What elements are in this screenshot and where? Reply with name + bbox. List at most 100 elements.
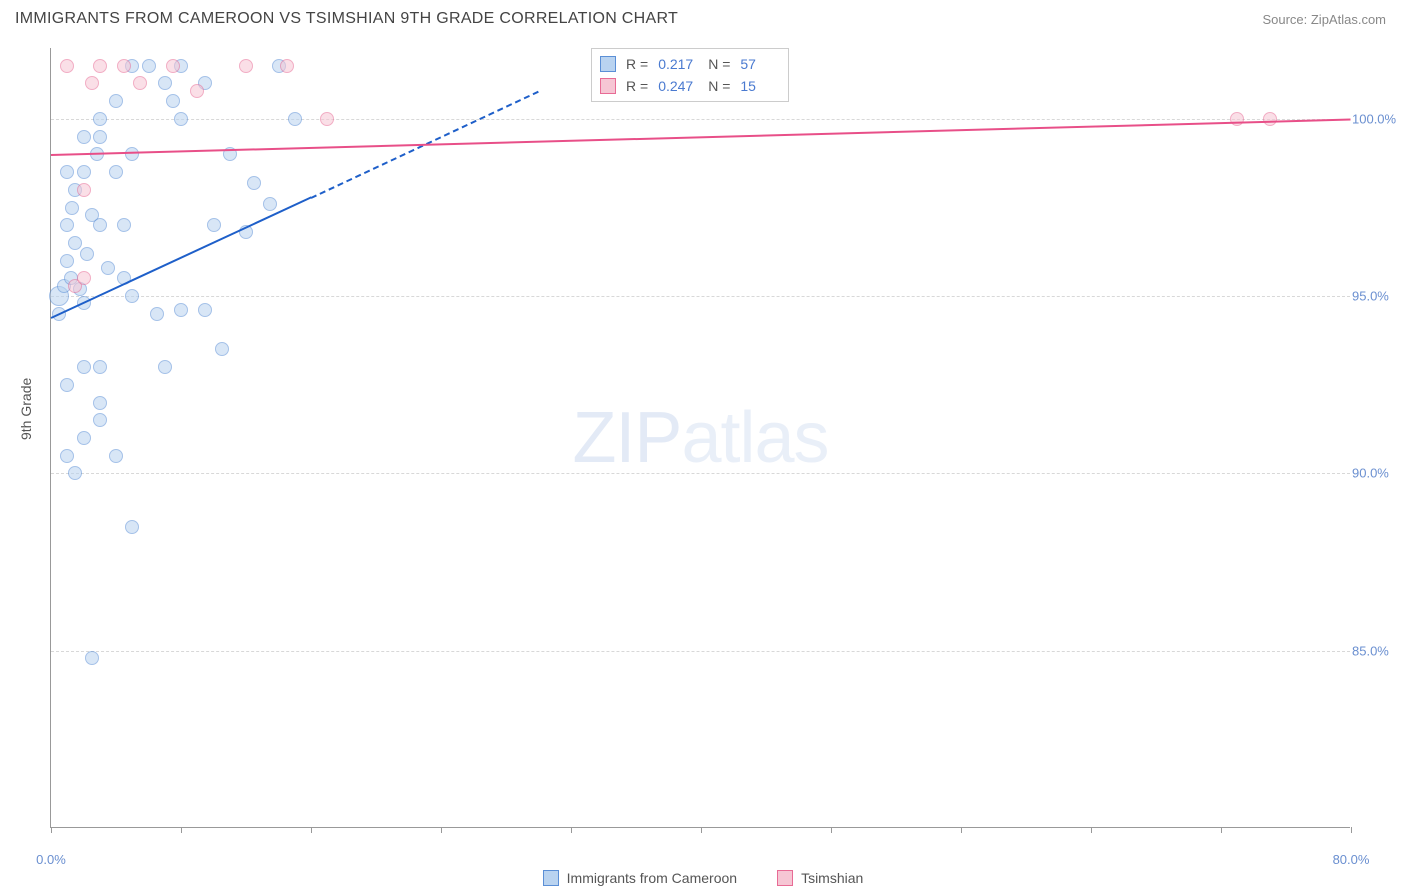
- n-label: N =: [708, 75, 730, 97]
- x-tick: [831, 827, 832, 833]
- stats-row: R = 0.247 N = 15: [600, 75, 780, 97]
- x-tick: [961, 827, 962, 833]
- gridline: [51, 296, 1350, 297]
- data-point: [117, 218, 131, 232]
- legend-item-cameroon: Immigrants from Cameroon: [543, 870, 737, 886]
- source-label: Source: ZipAtlas.com: [1262, 12, 1386, 27]
- data-point: [93, 360, 107, 374]
- data-point: [174, 112, 188, 126]
- data-point: [60, 165, 74, 179]
- r-label: R =: [626, 75, 648, 97]
- y-tick-label: 95.0%: [1352, 289, 1400, 304]
- y-tick-label: 85.0%: [1352, 643, 1400, 658]
- data-point: [93, 396, 107, 410]
- x-tick: [51, 827, 52, 833]
- data-point: [198, 303, 212, 317]
- data-point: [93, 59, 107, 73]
- data-point: [101, 261, 115, 275]
- data-point: [247, 176, 261, 190]
- data-point: [60, 218, 74, 232]
- legend-swatch-icon: [777, 870, 793, 886]
- data-point: [93, 413, 107, 427]
- data-point: [166, 94, 180, 108]
- data-point: [60, 449, 74, 463]
- data-point: [125, 520, 139, 534]
- data-point: [109, 165, 123, 179]
- x-tick: [181, 827, 182, 833]
- data-point: [190, 84, 204, 98]
- stats-row: R = 0.217 N = 57: [600, 53, 780, 75]
- data-point: [174, 303, 188, 317]
- scatter-chart: ZIPatlas 85.0%90.0%95.0%100.0%0.0%80.0%R…: [50, 48, 1350, 828]
- stats-swatch-icon: [600, 56, 616, 72]
- data-point: [77, 165, 91, 179]
- x-tick: [571, 827, 572, 833]
- data-point: [80, 247, 94, 261]
- r-value: 0.247: [658, 75, 698, 97]
- data-point: [93, 130, 107, 144]
- data-point: [77, 271, 91, 285]
- r-label: R =: [626, 53, 648, 75]
- data-point: [1230, 112, 1244, 126]
- x-tick: [441, 827, 442, 833]
- data-point: [93, 218, 107, 232]
- r-value: 0.217: [658, 53, 698, 75]
- data-point: [239, 59, 253, 73]
- x-tick: [1221, 827, 1222, 833]
- legend-item-tsimshian: Tsimshian: [777, 870, 863, 886]
- legend-label: Tsimshian: [801, 870, 863, 886]
- stats-box: R = 0.217 N = 57 R = 0.247 N = 15: [591, 48, 789, 102]
- trend-line: [51, 119, 1351, 156]
- data-point: [60, 254, 74, 268]
- x-tick-label: 80.0%: [1333, 852, 1370, 867]
- data-point: [320, 112, 334, 126]
- data-point: [166, 59, 180, 73]
- y-tick-label: 90.0%: [1352, 466, 1400, 481]
- data-point: [68, 466, 82, 480]
- gridline: [51, 119, 1350, 120]
- chart-title: IMMIGRANTS FROM CAMEROON VS TSIMSHIAN 9T…: [15, 10, 678, 28]
- data-point: [109, 449, 123, 463]
- watermark: ZIPatlas: [572, 397, 828, 479]
- data-point: [158, 360, 172, 374]
- data-point: [93, 112, 107, 126]
- x-tick: [701, 827, 702, 833]
- data-point: [60, 59, 74, 73]
- gridline: [51, 473, 1350, 474]
- data-point: [1263, 112, 1277, 126]
- data-point: [77, 360, 91, 374]
- data-point: [158, 76, 172, 90]
- data-point: [77, 183, 91, 197]
- y-tick-label: 100.0%: [1352, 111, 1400, 126]
- data-point: [133, 76, 147, 90]
- header: IMMIGRANTS FROM CAMEROON VS TSIMSHIAN 9T…: [0, 0, 1406, 38]
- data-point: [263, 197, 277, 211]
- legend-label: Immigrants from Cameroon: [567, 870, 737, 886]
- x-tick: [1351, 827, 1352, 833]
- data-point: [85, 76, 99, 90]
- legend-swatch-icon: [543, 870, 559, 886]
- data-point: [85, 651, 99, 665]
- x-tick-label: 0.0%: [36, 852, 66, 867]
- x-tick: [1091, 827, 1092, 833]
- watermark-light: atlas: [681, 398, 828, 478]
- n-label: N =: [708, 53, 730, 75]
- data-point: [125, 147, 139, 161]
- data-point: [60, 378, 74, 392]
- data-point: [68, 236, 82, 250]
- watermark-bold: ZIP: [572, 398, 681, 478]
- data-point: [117, 59, 131, 73]
- gridline: [51, 651, 1350, 652]
- data-point: [77, 431, 91, 445]
- n-value: 15: [740, 75, 780, 97]
- data-point: [109, 94, 123, 108]
- data-point: [150, 307, 164, 321]
- legend: Immigrants from Cameroon Tsimshian: [0, 870, 1406, 886]
- x-tick: [311, 827, 312, 833]
- n-value: 57: [740, 53, 780, 75]
- data-point: [65, 201, 79, 215]
- data-point: [142, 59, 156, 73]
- data-point: [207, 218, 221, 232]
- data-point: [280, 59, 294, 73]
- data-point: [77, 130, 91, 144]
